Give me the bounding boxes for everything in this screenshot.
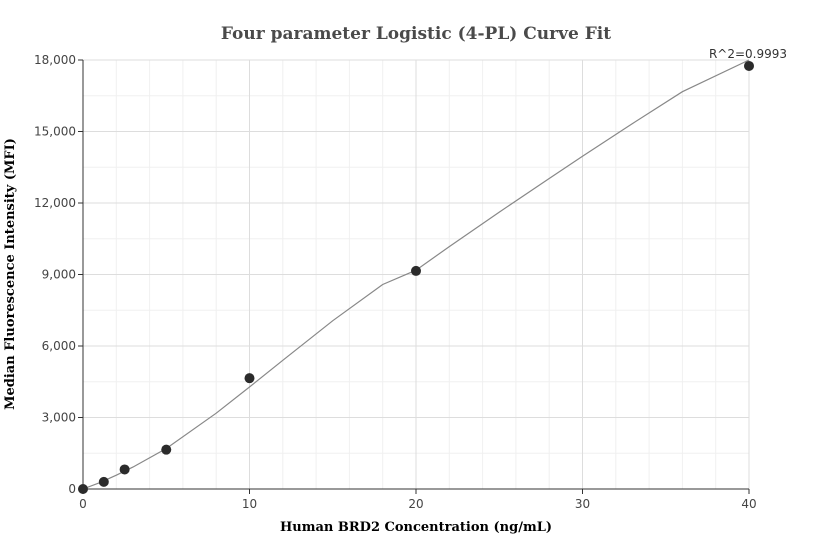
x-tick-label: 0: [79, 497, 87, 511]
y-tick-label: 15,000: [34, 125, 76, 139]
x-tick-label: 30: [575, 497, 590, 511]
grid: [83, 59, 750, 489]
x-axis-label: Human BRD2 Concentration (ng/mL): [280, 520, 552, 535]
data-point: [161, 444, 172, 455]
axes: 0 10 20 30 40 0 3,000 6,000 9,000 12,000 15,000 18,…: [34, 53, 757, 511]
data-point: [744, 60, 754, 71]
y-tick-label: 9,000: [42, 268, 76, 282]
x-tick-label: 40: [741, 497, 756, 511]
x-tick-label: 20: [408, 497, 423, 511]
data-point: [98, 476, 109, 487]
chart-title: Four parameter Logistic (4-PL) Curve Fit: [221, 24, 611, 44]
data-point: [119, 464, 130, 475]
fit-curve: [82, 59, 750, 490]
y-axis-label: Median Fluorescence Intensity (MFI): [3, 138, 18, 410]
data-point: [411, 265, 421, 276]
data-points: [78, 60, 754, 494]
y-tick-label: 3,000: [42, 411, 76, 425]
x-tick-label: 10: [242, 497, 257, 511]
fit-curve-layer: [82, 59, 750, 490]
data-point: [244, 373, 255, 384]
y-tick-label: 6,000: [42, 339, 76, 353]
y-tick-label: 12,000: [34, 196, 76, 210]
r-squared-annotation: R^2=0.9993: [709, 47, 787, 61]
y-tick-label: 0: [68, 482, 76, 496]
y-tick-label: 18,000: [34, 53, 76, 67]
data-point: [78, 484, 88, 494]
